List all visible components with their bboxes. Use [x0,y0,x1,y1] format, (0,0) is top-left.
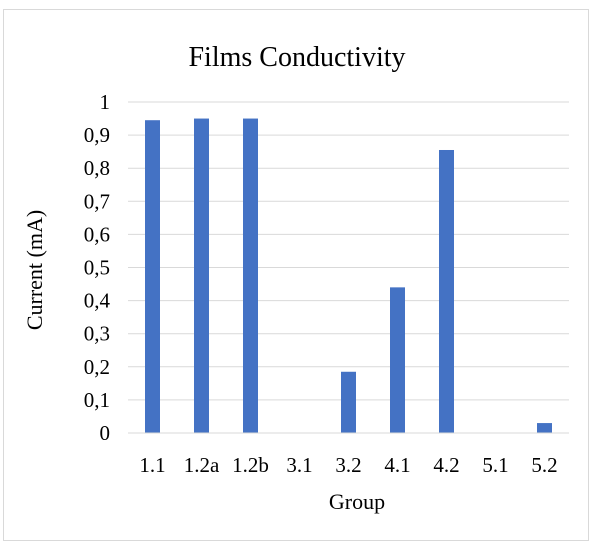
bar-5.2 [537,423,552,433]
y-tick-label: 1 [100,90,111,114]
bar-1.2b [243,118,258,434]
y-tick-label: 0,1 [84,388,110,412]
x-tick-label: 1.1 [139,453,165,477]
chart-frame [3,9,589,541]
y-axis-ticks: 0 0,1 0,2 0,3 0,4 0,5 0,6 0,7 0,8 0,9 1 [84,90,111,445]
x-tick-label: 4.1 [384,453,410,477]
chart-title: Films Conductivity [188,42,405,73]
y-tick-label: 0 [100,421,111,445]
bars [145,118,552,434]
y-axis-label: Current (mA) [22,210,47,330]
x-axis-ticks: 1.1 1.2a 1.2b 3.1 3.2 4.1 4.2 5.1 5.2 [139,453,557,477]
x-axis-label: Group [329,489,385,514]
bar-1.2a [194,118,209,434]
x-tick-label: 3.1 [286,453,312,477]
bar-3.2 [341,371,356,433]
y-tick-label: 0,9 [84,123,110,147]
bar-4.1 [390,287,405,433]
bar-1.1 [145,120,160,433]
x-tick-label: 5.2 [531,453,557,477]
y-tick-label: 0,2 [84,355,110,379]
y-tick-label: 0,7 [84,189,110,213]
bar-4.2 [439,149,454,433]
y-tick-label: 0,4 [84,289,111,313]
y-tick-label: 0,8 [84,156,110,180]
x-tick-label: 5.1 [482,453,508,477]
y-tick-label: 0,5 [84,256,110,280]
x-tick-label: 1.2a [184,453,220,477]
x-tick-label: 3.2 [335,453,361,477]
y-tick-label: 0,3 [84,322,110,346]
x-tick-label: 4.2 [433,453,459,477]
x-tick-label: 1.2b [232,453,269,477]
y-tick-label: 0,6 [84,222,110,246]
